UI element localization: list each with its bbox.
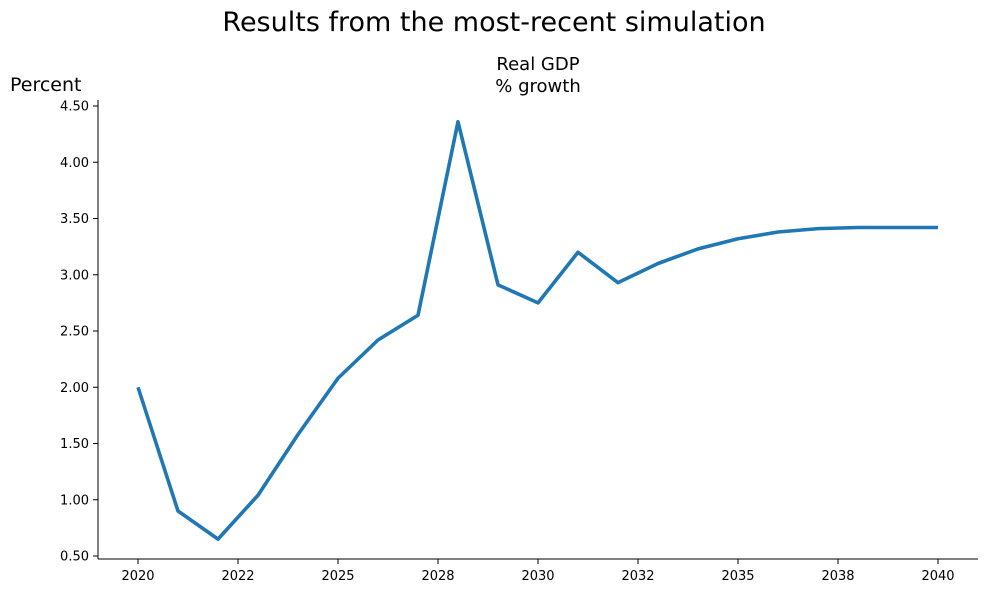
- y-tick-label: 3.00: [60, 268, 89, 283]
- x-tick-label: 2032: [621, 569, 654, 584]
- y-tick-label: 4.00: [60, 156, 89, 171]
- x-tick-label: 2038: [821, 569, 854, 584]
- y-tick-label: 3.50: [60, 212, 89, 227]
- x-tick-label: 2028: [421, 569, 454, 584]
- y-tick-label: 4.50: [60, 100, 89, 115]
- series-line-real-gdp: [138, 122, 938, 539]
- y-tick-label: 2.50: [60, 325, 89, 340]
- x-tick-label: 2040: [921, 569, 954, 584]
- series-layer: [138, 122, 938, 539]
- x-tick-label: 2030: [521, 569, 554, 584]
- y-tick-label: 0.50: [60, 550, 89, 565]
- x-tick-label: 2035: [721, 569, 754, 584]
- y-tick-label: 1.00: [60, 493, 89, 508]
- y-tick-label: 1.50: [60, 437, 89, 452]
- x-tick-label: 2025: [321, 569, 354, 584]
- x-tick-label: 2020: [121, 569, 154, 584]
- x-tick-label: 2022: [221, 569, 254, 584]
- x-axis-ticks: 2020 2022 2025 2028 2030 2032 2035 2038 2040: [121, 559, 954, 584]
- y-axis-ticks: 0.50 1.00 1.50 2.00 2.50 3.00 3.50 4.00 4.50: [60, 100, 98, 565]
- y-tick-label: 2.00: [60, 381, 89, 396]
